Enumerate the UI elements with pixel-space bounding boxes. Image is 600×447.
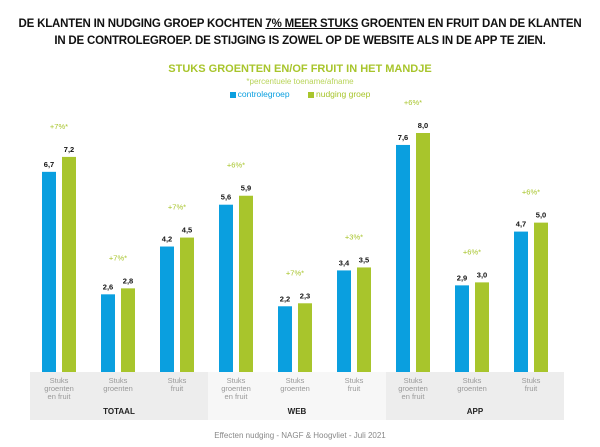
change-label: +7%* [168, 203, 186, 212]
category-label: Stuks [463, 376, 482, 385]
data-label: 2,9 [457, 273, 467, 282]
bar-control [160, 246, 174, 372]
category-label: groenten [221, 384, 251, 393]
data-label: 2,2 [280, 294, 290, 303]
group-label: TOTAAL [103, 407, 135, 416]
headline-text: DE KLANTEN IN NUDGING GROEP KOCHTEN [18, 18, 266, 30]
bar-control [337, 270, 351, 372]
bar-nudging [475, 282, 489, 372]
data-label: 2,6 [103, 282, 113, 291]
chart-title: STUKS GROENTEN EN/OF FRUIT IN HET MANDJE [168, 63, 432, 75]
chart-subtitle: *percentuele toename/afname [246, 77, 354, 86]
bar-nudging [534, 222, 548, 372]
change-label: +6%* [404, 98, 422, 107]
category-label: Stuks [286, 376, 305, 385]
legend-label: nudging groep [316, 89, 371, 99]
change-label: +7%* [50, 122, 68, 131]
data-label: 4,2 [162, 235, 172, 244]
category-label: en fruit [225, 392, 249, 401]
data-label: 5,6 [221, 193, 231, 202]
category-label: Stuks [227, 376, 246, 385]
bar-control [396, 144, 410, 372]
bar-nudging [239, 195, 253, 372]
bar-control [278, 306, 292, 372]
category-label: Stuks [50, 376, 69, 385]
legend: controlegroep nudging groep [0, 89, 600, 99]
bar-nudging [298, 303, 312, 372]
change-label: +7%* [286, 268, 304, 277]
bar-control [219, 204, 233, 372]
change-label: +3%* [345, 232, 363, 241]
legend-item-control: controlegroep [229, 89, 290, 99]
data-label: 3,4 [339, 258, 350, 267]
legend-swatch [229, 91, 236, 98]
data-label: 8,0 [418, 121, 428, 130]
bar-nudging [121, 288, 135, 372]
bar-control [42, 171, 56, 372]
change-label: +7%* [109, 253, 127, 262]
group-label: WEB [288, 407, 307, 416]
category-label: groenten [103, 384, 133, 393]
data-label: 3,0 [477, 270, 487, 279]
bar-nudging [180, 237, 194, 372]
data-label: 2,3 [300, 291, 310, 300]
data-label: 7,6 [398, 133, 408, 142]
legend-label: controlegroep [237, 89, 290, 99]
category-label: groenten [398, 384, 428, 393]
group-band [30, 372, 208, 420]
data-label: 4,7 [516, 220, 526, 229]
category-label: groenten [457, 384, 487, 393]
headline-text: GROENTEN EN FRUIT DAN DE KLANTEN [358, 18, 582, 30]
change-label: +6%* [227, 161, 245, 170]
category-label: Stuks [404, 376, 423, 385]
headline: DE KLANTEN IN NUDGING GROEP KOCHTEN 7% M… [0, 16, 600, 50]
headline-line2: IN DE CONTROLEGROEP. DE STIJGING IS ZOWE… [54, 35, 546, 47]
category-label: fruit [348, 384, 361, 393]
category-label: en fruit [402, 392, 426, 401]
bar-nudging [62, 156, 76, 372]
category-label: Stuks [522, 376, 541, 385]
category-label: en fruit [48, 392, 72, 401]
category-label: Stuks [109, 376, 128, 385]
data-label: 6,7 [44, 160, 54, 169]
headline-highlight: 7% MEER STUKS [265, 18, 359, 30]
data-label: 5,9 [241, 184, 251, 193]
bar-control [514, 231, 528, 372]
bar-control [101, 294, 115, 372]
bar-nudging [416, 133, 430, 372]
category-label: Stuks [168, 376, 187, 385]
change-label: +6%* [463, 247, 481, 256]
group-band [386, 372, 564, 420]
category-label: groenten [44, 384, 74, 393]
category-label: fruit [525, 384, 538, 393]
data-label: 4,5 [182, 226, 192, 235]
data-label: 7,2 [64, 145, 74, 154]
group-band [208, 372, 386, 420]
bar-nudging [357, 267, 371, 372]
data-label: 2,8 [123, 276, 133, 285]
category-label: Stuks [345, 376, 364, 385]
change-label: +6%* [522, 188, 540, 197]
group-label: APP [467, 407, 484, 416]
category-label: fruit [171, 384, 184, 393]
footer: Effecten nudging - NAGF & Hoogvliet - Ju… [214, 431, 386, 440]
category-label: groenten [280, 384, 310, 393]
data-label: 3,5 [359, 255, 369, 264]
bar-control [455, 285, 469, 372]
legend-item-nudging: nudging groep [308, 89, 370, 99]
legend-swatch [308, 91, 314, 98]
data-label: 5,0 [536, 211, 546, 220]
